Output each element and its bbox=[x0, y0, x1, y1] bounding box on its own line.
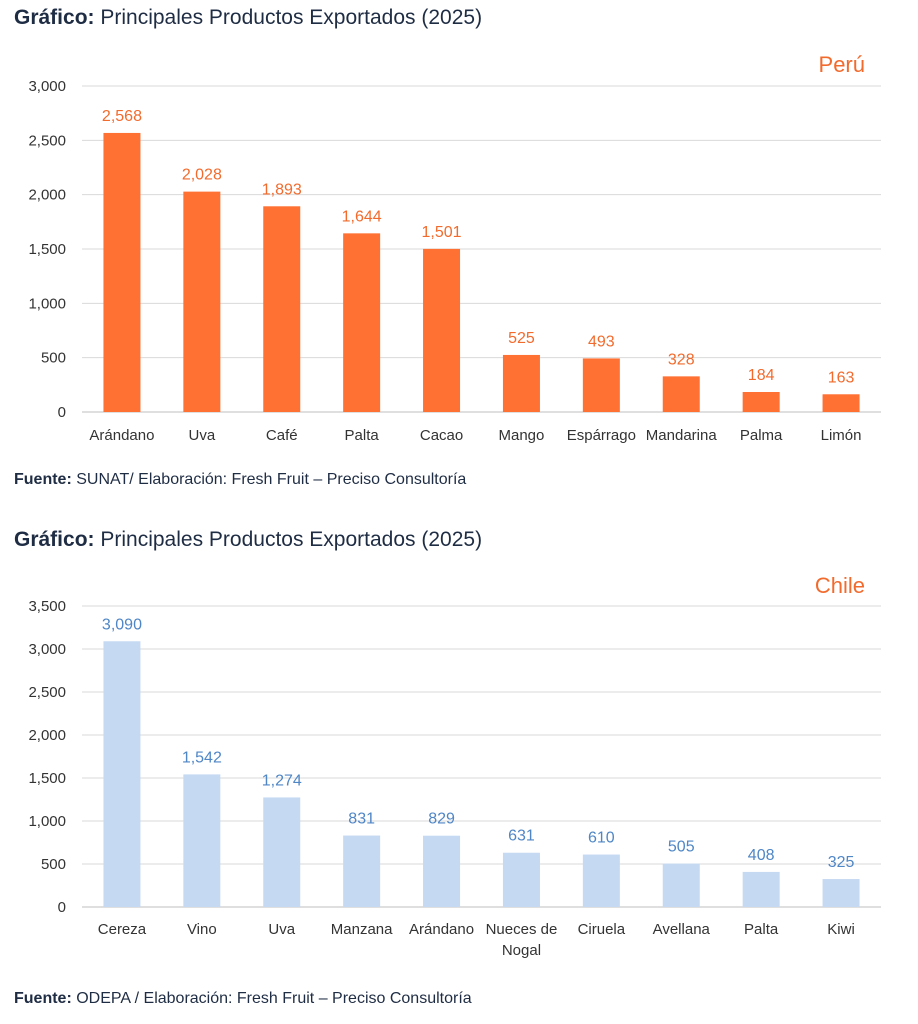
x-tick-label: Kiwi bbox=[827, 921, 855, 938]
y-tick-label: 1,000 bbox=[28, 295, 66, 312]
bar bbox=[502, 852, 540, 907]
x-tick-label: Limón bbox=[821, 427, 862, 444]
chart2-heading: Gráfico: Principales Productos Exportado… bbox=[14, 528, 482, 552]
chart1-source-text: SUNAT/ Elaboración: Fresh Fruit – Precis… bbox=[76, 471, 467, 488]
chart1-source-prefix: Fuente: bbox=[14, 471, 72, 488]
x-tick-label: Nueces de Nogal bbox=[486, 921, 558, 959]
data-label: 1,644 bbox=[342, 208, 382, 225]
y-tick-label: 500 bbox=[41, 350, 66, 367]
data-label: 325 bbox=[828, 854, 855, 871]
y-tick-label: 3,500 bbox=[28, 598, 66, 615]
data-label: 1,501 bbox=[422, 224, 462, 241]
chart1-source: Fuente: SUNAT/ Elaboración: Fresh Fruit … bbox=[14, 471, 466, 489]
x-tick-label: Avellana bbox=[653, 921, 711, 938]
data-label: 163 bbox=[828, 369, 855, 386]
bar bbox=[423, 248, 461, 412]
chart2-source-text: ODEPA / Elaboración: Fresh Fruit – Preci… bbox=[76, 990, 472, 1007]
bar bbox=[263, 797, 301, 907]
x-tick-label: Espárrago bbox=[567, 427, 636, 444]
data-label: 2,568 bbox=[102, 108, 142, 125]
data-label: 328 bbox=[668, 351, 695, 368]
chart-title: Perú bbox=[819, 52, 865, 77]
y-tick-label: 2,000 bbox=[28, 727, 66, 744]
data-label: 631 bbox=[508, 828, 535, 845]
chart1-heading-text: Principales Productos Exportados (2025) bbox=[100, 6, 483, 29]
bar bbox=[582, 358, 620, 412]
data-label: 2,028 bbox=[182, 167, 222, 184]
bar bbox=[742, 392, 780, 412]
y-tick-label: 1,500 bbox=[28, 241, 66, 258]
chart2-heading-prefix: Gráfico: bbox=[14, 528, 95, 551]
x-tick-label: Cereza bbox=[98, 921, 147, 938]
chart-title: Chile bbox=[815, 573, 865, 598]
x-tick-label: Mango bbox=[499, 427, 545, 444]
chart1-heading-prefix: Gráfico: bbox=[14, 6, 95, 29]
x-tick-label: Palta bbox=[345, 427, 380, 444]
data-label: 184 bbox=[748, 367, 775, 384]
bar bbox=[183, 191, 221, 412]
x-tick-label: Vino bbox=[187, 921, 217, 938]
y-tick-label: 0 bbox=[58, 899, 66, 916]
chart1-heading: Gráfico: Principales Productos Exportado… bbox=[14, 6, 482, 30]
x-tick-label: Uva bbox=[189, 427, 216, 444]
y-tick-label: 500 bbox=[41, 856, 66, 873]
data-label: 493 bbox=[588, 333, 615, 350]
bar bbox=[103, 132, 141, 412]
bar bbox=[263, 206, 301, 412]
y-tick-label: 2,000 bbox=[28, 187, 66, 204]
bar bbox=[343, 233, 381, 412]
bar bbox=[662, 863, 700, 907]
bar bbox=[423, 835, 461, 907]
y-tick-label: 2,500 bbox=[28, 132, 66, 149]
x-tick-label: Uva bbox=[268, 921, 295, 938]
data-label: 610 bbox=[588, 830, 615, 847]
data-label: 1,893 bbox=[262, 181, 302, 198]
data-label: 3,090 bbox=[102, 616, 142, 633]
x-tick-label: Palma bbox=[740, 427, 783, 444]
bar bbox=[183, 774, 221, 907]
bar bbox=[662, 376, 700, 412]
chart-chile: Chile 0 500 1,000 1,500 2,000 2,500 3,000 3,500 3… bbox=[28, 573, 881, 959]
x-tick-label: Ciruela bbox=[578, 921, 626, 938]
data-label: 1,274 bbox=[262, 772, 302, 789]
bar bbox=[582, 854, 620, 907]
x-tick-label-line: Nogal bbox=[502, 942, 541, 959]
x-tick-label: Manzana bbox=[331, 921, 393, 938]
data-label: 1,542 bbox=[182, 749, 222, 766]
y-tick-label: 0 bbox=[58, 404, 66, 421]
x-tick-label: Cacao bbox=[420, 427, 463, 444]
data-label: 505 bbox=[668, 839, 695, 856]
bar bbox=[103, 641, 141, 907]
y-tick-label: 2,500 bbox=[28, 684, 66, 701]
x-tick-label: Café bbox=[266, 427, 298, 444]
bar bbox=[742, 871, 780, 907]
y-tick-label: 3,000 bbox=[28, 641, 66, 658]
bar bbox=[822, 879, 860, 907]
x-tick-label: Arándano bbox=[89, 427, 154, 444]
bar bbox=[822, 394, 860, 412]
y-tick-label: 1,500 bbox=[28, 770, 66, 787]
data-label: 408 bbox=[748, 847, 775, 864]
data-label: 829 bbox=[428, 811, 455, 828]
bar bbox=[502, 354, 540, 412]
data-label: 831 bbox=[348, 811, 375, 828]
data-label: 525 bbox=[508, 330, 535, 347]
x-tick-label: Palta bbox=[744, 921, 779, 938]
x-tick-label: Mandarina bbox=[646, 427, 718, 444]
chart2-heading-text: Principales Productos Exportados (2025) bbox=[100, 528, 483, 551]
x-tick-label-line: Nueces de bbox=[486, 921, 558, 938]
y-tick-label: 3,000 bbox=[28, 78, 66, 95]
chart2-source: Fuente: ODEPA / Elaboración: Fresh Fruit… bbox=[14, 990, 472, 1008]
bar bbox=[343, 835, 381, 907]
chart2-source-prefix: Fuente: bbox=[14, 990, 72, 1007]
chart-peru: Perú 0 500 1,000 1,500 2,000 2,500 3,000 2,568 Ar… bbox=[28, 52, 881, 444]
x-tick-label: Arándano bbox=[409, 921, 474, 938]
y-tick-label: 1,000 bbox=[28, 813, 66, 830]
